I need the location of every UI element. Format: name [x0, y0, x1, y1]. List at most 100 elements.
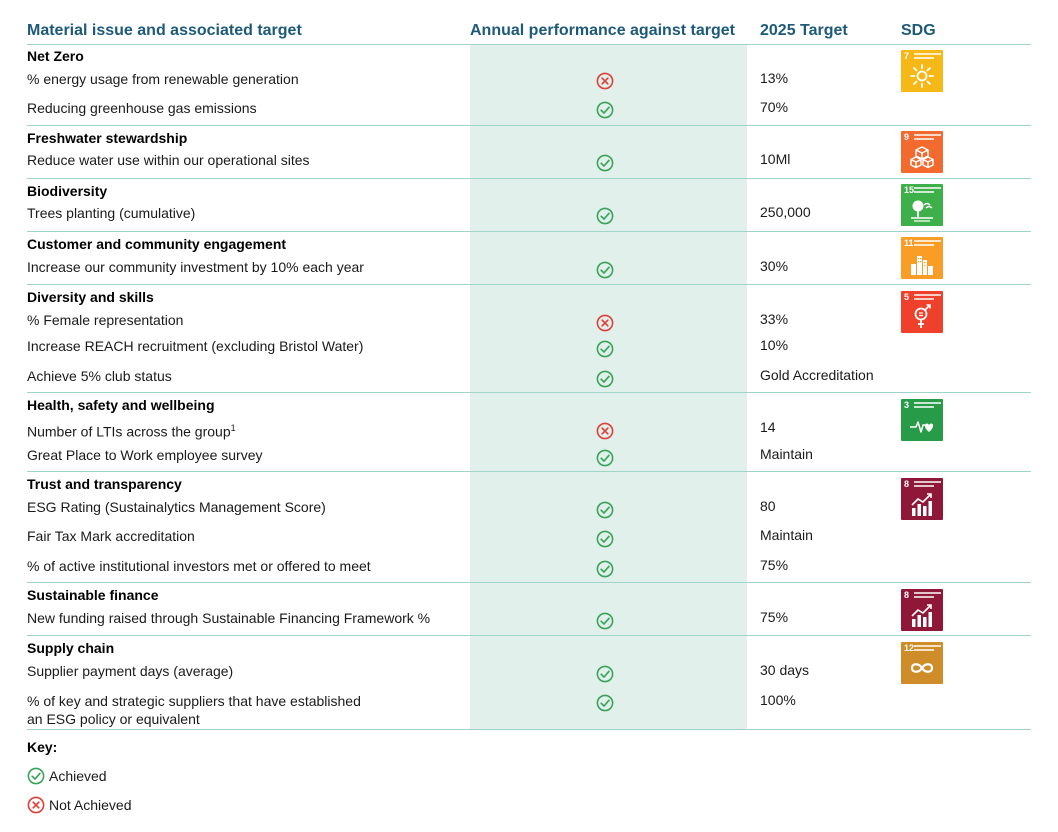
- target-text: Achieve 5% club status: [27, 368, 172, 384]
- target-text: % of key and strategic suppliers that ha…: [27, 693, 361, 709]
- growth-chart-icon: [911, 493, 932, 516]
- target-value: 33%: [760, 311, 789, 327]
- sdg-11-badge: 11: [901, 237, 943, 279]
- gender-equality-icon: [914, 304, 931, 328]
- target-text: Reduce water use within our operational …: [27, 152, 310, 168]
- row-divider: [27, 284, 1031, 285]
- row-divider: [27, 231, 1031, 232]
- section-title-customer-community: Customer and community engagement: [27, 236, 287, 252]
- achieved-icon: [596, 560, 614, 578]
- key-achieved-label: Achieved: [49, 768, 107, 784]
- heartbeat-icon: [910, 421, 934, 433]
- achieved-icon: [596, 501, 614, 519]
- target-text-continued: an ESG policy or equivalent: [27, 711, 200, 727]
- section-title-trust-transparency: Trust and transparency: [27, 476, 182, 492]
- target-text: ESG Rating (Sustainalytics Management Sc…: [27, 499, 326, 515]
- achieved-icon: [596, 340, 614, 358]
- target-text: Trees planting (cumulative): [27, 205, 196, 221]
- growth-chart-icon: [911, 604, 932, 627]
- achieved-icon: [596, 449, 614, 467]
- not-achieved-icon: [596, 314, 614, 332]
- row-divider: [27, 471, 1031, 472]
- target-value: Maintain: [760, 446, 813, 462]
- sdg-15-badge: 15: [901, 184, 943, 226]
- target-value: 75%: [760, 609, 789, 625]
- section-title-net-zero: Net Zero: [27, 48, 84, 64]
- sdg-8-badge: 8: [901, 478, 943, 520]
- achieved-icon: [596, 370, 614, 388]
- not-achieved-icon: [596, 422, 614, 440]
- achieved-icon: [596, 207, 614, 225]
- header-2025-target: 2025 Target: [760, 22, 848, 39]
- section-title-sustainable-finance: Sustainable finance: [27, 587, 159, 603]
- performance-column-shade: [470, 44, 747, 730]
- sdg-9-badge: 9: [901, 131, 943, 173]
- row-divider: [27, 392, 1031, 393]
- sdg-number: 9: [904, 132, 910, 142]
- sdg-5-badge: 5: [901, 291, 943, 333]
- row-divider: [27, 125, 1031, 126]
- target-text: New funding raised through Sustainable F…: [27, 610, 431, 626]
- target-text: Supplier payment days (average): [27, 663, 234, 679]
- not-achieved-icon: [596, 72, 614, 90]
- row-divider: [27, 44, 1031, 45]
- sdg-number: 15: [904, 185, 915, 195]
- row-divider: [27, 635, 1031, 636]
- target-text: Great Place to Work employee survey: [27, 447, 263, 463]
- achieved-icon: [596, 612, 614, 630]
- achieved-icon: [27, 767, 45, 785]
- target-value: 30 days: [760, 662, 810, 678]
- target-text: Increase our community investment by 10%…: [27, 259, 364, 275]
- target-value: 13%: [760, 70, 789, 86]
- header-annual-performance: Annual performance against target: [470, 22, 735, 39]
- sdg-12-badge: 12: [901, 642, 943, 684]
- target-value: 10Ml: [760, 151, 791, 167]
- sdg-number: 12: [904, 643, 915, 653]
- target-text: Reducing greenhouse gas emissions: [27, 100, 257, 116]
- target-value: 14: [760, 419, 776, 435]
- key-title: Key:: [27, 739, 58, 755]
- target-value: 100%: [760, 692, 796, 708]
- sdg-number: 7: [904, 51, 910, 61]
- target-text: Fair Tax Mark accreditation: [27, 528, 195, 544]
- achieved-icon: [596, 101, 614, 119]
- achieved-icon: [596, 694, 614, 712]
- section-title-freshwater: Freshwater stewardship: [27, 130, 188, 146]
- achieved-icon: [596, 261, 614, 279]
- target-value: 80: [760, 498, 776, 514]
- target-value: Maintain: [760, 527, 813, 543]
- target-text: % of active institutional investors met …: [27, 558, 371, 574]
- sdg-number: 3: [904, 400, 910, 410]
- city-icon: [911, 256, 933, 275]
- target-text: Number of LTIs across the group1: [27, 423, 236, 440]
- target-value: 70%: [760, 99, 789, 115]
- target-value: 75%: [760, 557, 789, 573]
- sdg-number: 8: [904, 479, 910, 489]
- sdg-number: 5: [904, 292, 910, 302]
- row-divider: [27, 178, 1031, 179]
- sdg-number: 8: [904, 590, 910, 600]
- row-divider: [27, 582, 1031, 583]
- tree-icon: [911, 200, 933, 222]
- footnote-marker: 1: [230, 423, 236, 433]
- header-sdg: SDG: [901, 22, 936, 39]
- key-not-achieved-label: Not Achieved: [49, 797, 132, 813]
- not-achieved-icon: [27, 796, 45, 814]
- sdg-3-badge: 3: [901, 399, 943, 441]
- target-value: 30%: [760, 258, 789, 274]
- target-text: Increase REACH recruitment (excluding Br…: [27, 338, 364, 354]
- sdg-number: 11: [904, 238, 914, 248]
- sdg-8-badge: 8: [901, 589, 943, 631]
- sun-icon: [910, 64, 934, 88]
- achieved-icon: [596, 665, 614, 683]
- infinity-icon: [910, 663, 934, 673]
- target-value: 10%: [760, 337, 789, 353]
- target-text: % Female representation: [27, 312, 184, 328]
- row-divider: [27, 729, 1031, 730]
- section-title-health-safety: Health, safety and wellbeing: [27, 397, 215, 413]
- section-title-biodiversity: Biodiversity: [27, 183, 108, 199]
- header-material-issue: Material issue and associated target: [27, 22, 302, 39]
- target-value: Gold Accreditation: [760, 367, 874, 383]
- target-text: % energy usage from renewable generation: [27, 71, 299, 87]
- achieved-icon: [596, 154, 614, 172]
